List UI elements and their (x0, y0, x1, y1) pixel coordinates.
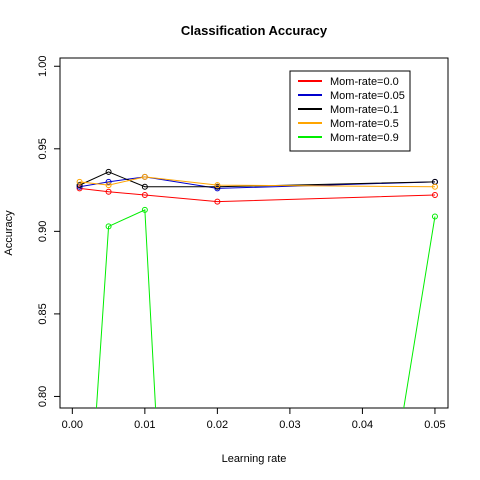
series-line (79, 176, 435, 188)
point (105, 182, 112, 189)
chart-title: Classification Accuracy (181, 23, 328, 38)
x-tick-label: 0.04 (352, 419, 373, 431)
legend-label: Mom-rate=0.05 (330, 90, 405, 102)
point (76, 182, 83, 189)
y-tick-label: 0.90 (37, 221, 49, 242)
series-line (79, 187, 435, 203)
plot-frame (59, 57, 449, 409)
y-axis-label: Accuracy (3, 210, 15, 256)
point (105, 178, 112, 185)
legend-label: Mom-rate=0.9 (330, 132, 399, 144)
point (105, 223, 112, 230)
legend-label: Mom-rate=0.1 (330, 104, 399, 116)
point (141, 192, 148, 199)
x-tick-label: 0.03 (279, 419, 300, 431)
legend-label: Mom-rate=0.5 (330, 118, 399, 130)
point (431, 192, 438, 199)
y-tick-label: 0.80 (37, 386, 49, 407)
series-line (95, 209, 436, 408)
point (76, 178, 83, 185)
x-axis-label: Learning rate (222, 453, 287, 465)
y-tick-label: 1.00 (37, 56, 49, 77)
x-tick-label: 0.02 (207, 419, 228, 431)
plot-area (76, 168, 438, 408)
point (105, 168, 112, 175)
legend-label: Mom-rate=0.0 (330, 76, 399, 88)
point (214, 198, 221, 205)
x-tick-label: 0.05 (424, 419, 445, 431)
point (141, 206, 148, 213)
point (141, 173, 148, 180)
y-tick-label: 0.85 (37, 303, 49, 324)
x-tick-label: 0.00 (62, 419, 83, 431)
point (431, 183, 438, 190)
point (431, 213, 438, 220)
y-tick-label: 0.95 (37, 138, 49, 159)
point (105, 188, 112, 195)
point (214, 182, 221, 189)
x-tick-label: 0.01 (134, 419, 155, 431)
point (141, 183, 148, 190)
series-line (79, 171, 435, 188)
